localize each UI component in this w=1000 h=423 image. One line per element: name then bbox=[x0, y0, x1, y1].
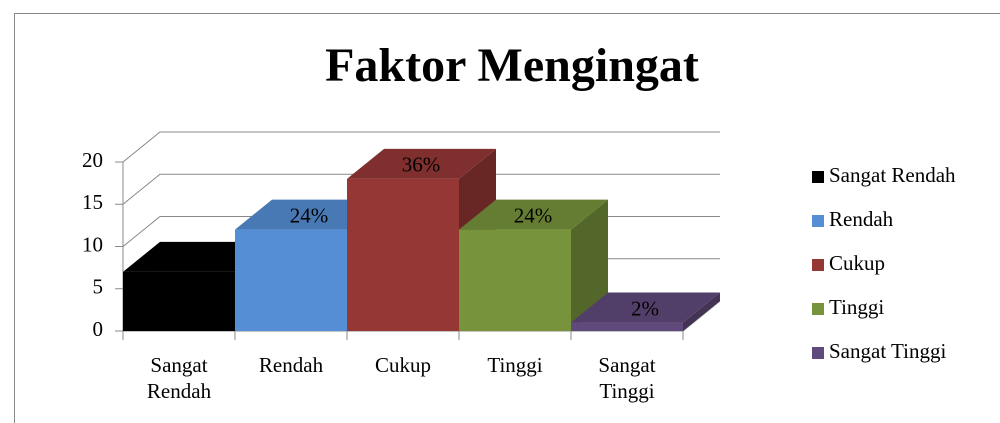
legend-swatch bbox=[812, 215, 824, 227]
grid-line bbox=[122, 173, 720, 205]
chart-title: Faktor Mengingat bbox=[325, 39, 699, 92]
legend-label: Tinggi bbox=[829, 295, 884, 319]
x-tick-label: Sangat Tinggi bbox=[598, 353, 656, 403]
x-tick-label: Sangat Rendah bbox=[146, 353, 212, 403]
bar bbox=[347, 178, 459, 331]
legend-label: Sangat Rendah bbox=[829, 163, 956, 187]
bar bbox=[123, 271, 235, 331]
bar-top bbox=[123, 241, 272, 272]
y-tick-label: 20 bbox=[82, 148, 103, 172]
bar bbox=[235, 229, 347, 331]
y-tick-label: 15 bbox=[82, 190, 103, 214]
bar-side bbox=[571, 199, 608, 331]
legend-swatch bbox=[812, 347, 824, 359]
x-tick-label: Rendah bbox=[258, 353, 324, 377]
legend-swatch bbox=[812, 171, 824, 183]
x-tick-label: Tinggi bbox=[487, 353, 543, 377]
bar-top bbox=[571, 292, 720, 323]
bar bbox=[571, 322, 683, 331]
legend-swatch bbox=[812, 303, 824, 315]
bar-top bbox=[347, 148, 496, 179]
value-label: 36% bbox=[402, 153, 441, 177]
bar bbox=[459, 229, 571, 331]
value-label: 2% bbox=[631, 296, 659, 320]
legend-label: Rendah bbox=[829, 207, 894, 231]
value-label: 24% bbox=[514, 203, 553, 227]
grid-line bbox=[122, 131, 720, 163]
bar-side bbox=[683, 292, 720, 331]
value-label: 14% bbox=[178, 246, 217, 270]
value-label: 24% bbox=[290, 203, 329, 227]
legend-label: Sangat Tinggi bbox=[829, 339, 946, 363]
y-tick-label: 10 bbox=[82, 232, 103, 256]
bar-top bbox=[459, 199, 608, 230]
legend-swatch bbox=[812, 259, 824, 271]
legend-label: Cukup bbox=[829, 251, 885, 275]
y-tick-label: 0 bbox=[93, 317, 104, 341]
y-tick-label: 5 bbox=[93, 275, 104, 299]
bar-top bbox=[235, 199, 384, 230]
x-tick-label: Cukup bbox=[374, 353, 431, 377]
